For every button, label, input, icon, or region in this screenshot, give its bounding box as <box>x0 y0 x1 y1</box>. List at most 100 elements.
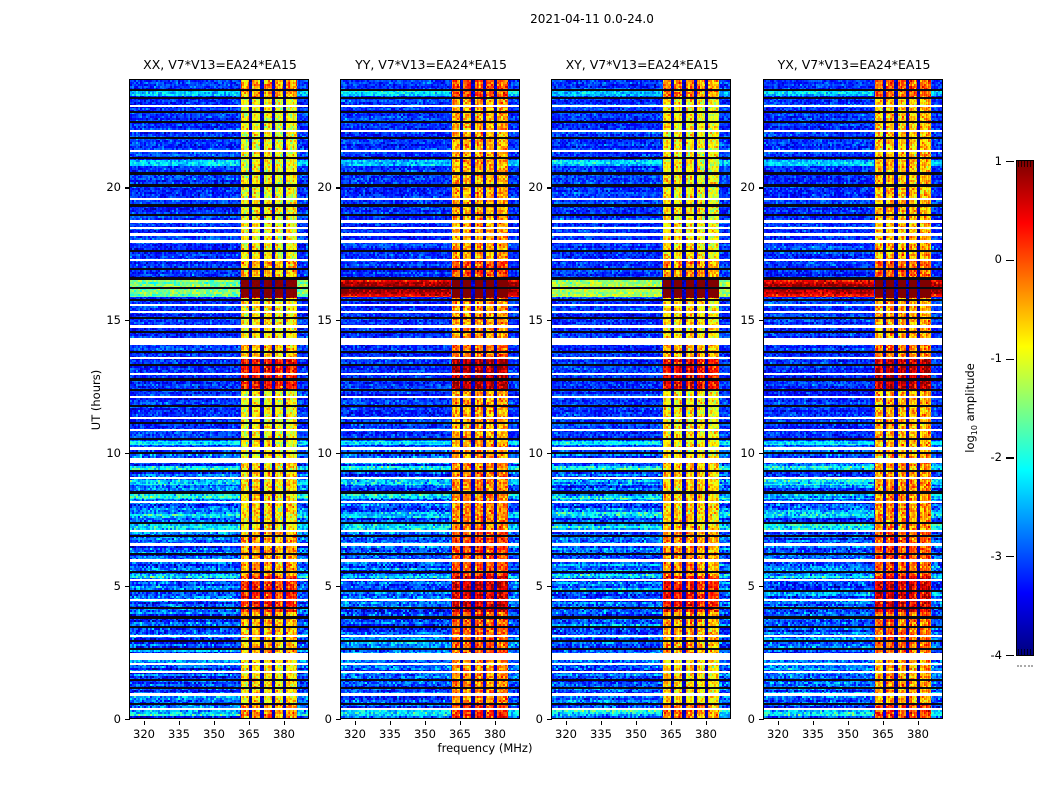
x-tick-mark <box>882 720 885 725</box>
y-tick-mark <box>124 719 130 721</box>
colorbar-gradient <box>1016 160 1033 655</box>
colorbar-label-suffix: amplitude <box>962 363 977 426</box>
x-tick-label: 320 <box>133 727 155 741</box>
x-tick-label: 365 <box>872 727 894 741</box>
x-tick-mark <box>425 720 427 725</box>
x-tick-mark <box>670 720 673 725</box>
colorbar-tick-label: -3 <box>990 548 1002 563</box>
y-tick-label: 10 <box>106 445 121 460</box>
x-tick-mark <box>143 720 146 725</box>
x-tick-mark <box>812 720 815 725</box>
colorbar <box>1015 159 1034 656</box>
y-tick-mark <box>758 320 764 322</box>
spectrogram-image <box>552 80 731 719</box>
x-tick-mark <box>706 720 708 725</box>
x-tick-mark <box>284 720 286 725</box>
colorbar-axis-label: log10 amplitude <box>963 363 979 453</box>
panel-title: XX, V7*V13=EA24*EA15 <box>143 57 297 72</box>
y-tick-label: 15 <box>528 312 543 327</box>
x-tick-label: 380 <box>695 727 717 741</box>
colorbar-tick-label: -1 <box>990 351 1002 366</box>
y-tick-label: 0 <box>324 711 332 726</box>
y-tick-label: 20 <box>528 179 543 194</box>
colorbar-tick-label: 1 <box>994 153 1002 168</box>
y-tick-mark <box>758 719 764 721</box>
panel-title: YX, V7*V13=EA24*EA15 <box>777 57 931 72</box>
y-tick-label: 10 <box>317 445 332 460</box>
spectrogram-panel <box>129 79 310 720</box>
y-tick-mark <box>335 586 341 588</box>
x-tick-mark <box>565 720 568 725</box>
x-tick-mark <box>214 720 216 725</box>
colorbar-tick-label: -4 <box>990 647 1002 662</box>
x-tick-label: 335 <box>168 727 190 741</box>
y-tick-mark <box>124 187 130 189</box>
y-tick-mark <box>335 719 341 721</box>
y-tick-mark <box>124 320 130 322</box>
y-tick-label: 0 <box>113 711 121 726</box>
y-tick-mark <box>758 586 764 588</box>
colorbar-tick-mark <box>1006 457 1014 459</box>
spectrogram-image <box>341 80 520 719</box>
x-tick-mark <box>848 720 850 725</box>
colorbar-tick-label: -2 <box>990 449 1002 464</box>
x-tick-label: 320 <box>555 727 577 741</box>
y-tick-mark <box>758 453 764 455</box>
x-tick-label: 350 <box>414 727 436 741</box>
y-tick-label: 20 <box>740 179 755 194</box>
y-tick-mark <box>758 187 764 189</box>
y-tick-mark <box>546 187 552 189</box>
x-tick-label: 365 <box>449 727 471 741</box>
x-tick-mark <box>495 720 497 725</box>
x-tick-mark <box>600 720 603 725</box>
x-tick-label: 335 <box>802 727 824 741</box>
panel-title: YY, V7*V13=EA24*EA15 <box>355 57 507 72</box>
spectrogram-image <box>130 80 309 719</box>
colorbar-tick-label: 0 <box>994 252 1002 267</box>
y-tick-label: 15 <box>106 312 121 327</box>
x-tick-mark <box>354 720 357 725</box>
x-tick-mark <box>389 720 392 725</box>
y-tick-mark <box>546 719 552 721</box>
x-tick-label: 350 <box>837 727 859 741</box>
x-tick-label: 320 <box>767 727 789 741</box>
y-tick-mark <box>124 586 130 588</box>
x-tick-label: 380 <box>273 727 295 741</box>
y-tick-label: 20 <box>317 179 332 194</box>
y-tick-label: 5 <box>324 578 332 593</box>
x-tick-label: 365 <box>238 727 260 741</box>
x-tick-label: 320 <box>344 727 366 741</box>
colorbar-extend-dots <box>1017 665 1033 667</box>
spectrogram-panel <box>763 79 944 720</box>
colorbar-tick-mark <box>1006 655 1014 657</box>
y-tick-label: 5 <box>535 578 543 593</box>
y-tick-label: 0 <box>535 711 543 726</box>
figure-title: 2021-04-11 0.0-24.0 <box>530 12 654 26</box>
x-axis-label: frequency (MHz) <box>437 741 533 755</box>
y-tick-label: 10 <box>740 445 755 460</box>
y-axis-label: UT (hours) <box>89 369 103 431</box>
x-tick-label: 335 <box>379 727 401 741</box>
x-tick-label: 365 <box>660 727 682 741</box>
colorbar-tick-mark <box>1006 161 1014 163</box>
y-tick-mark <box>124 453 130 455</box>
x-tick-label: 380 <box>907 727 929 741</box>
y-tick-mark <box>546 586 552 588</box>
panel-title: XY, V7*V13=EA24*EA15 <box>565 57 719 72</box>
colorbar-tick-mark <box>1006 259 1014 261</box>
y-tick-label: 5 <box>747 578 755 593</box>
y-tick-label: 20 <box>106 179 121 194</box>
x-tick-mark <box>178 720 181 725</box>
spectrogram-panel <box>340 79 521 720</box>
y-tick-label: 0 <box>747 711 755 726</box>
y-tick-label: 15 <box>317 312 332 327</box>
x-tick-mark <box>248 720 251 725</box>
y-tick-label: 10 <box>528 445 543 460</box>
x-tick-label: 380 <box>484 727 506 741</box>
colorbar-label-subscript: 10 <box>970 425 980 436</box>
y-tick-mark <box>546 453 552 455</box>
y-tick-mark <box>546 320 552 322</box>
x-tick-label: 335 <box>590 727 612 741</box>
x-tick-label: 350 <box>203 727 225 741</box>
